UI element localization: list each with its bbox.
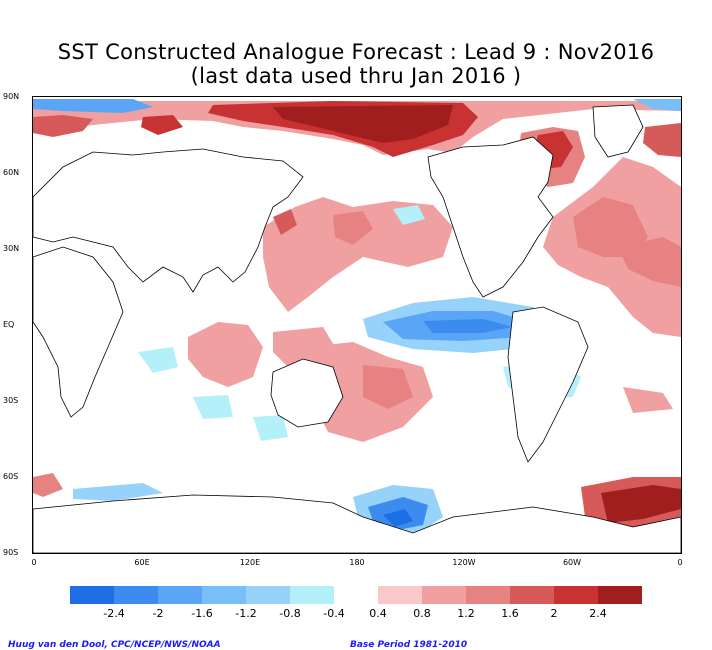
colorbar-swatch-negative-3 [202,586,246,604]
antarctica-outline [33,494,681,553]
colorbar-swatch-positive-2 [466,586,510,604]
lon-label-120w: 120W [452,558,476,567]
colorbar-label: -1.2 [235,607,257,620]
africa-outline [33,246,124,418]
map-title: SST Constructed Analogue Forecast : Lead… [57,40,655,64]
map-canvas [33,97,681,553]
colorbar-label: 0.8 [413,607,431,620]
colorbar-swatch-negative-1 [114,586,158,604]
lat-label-30s: 30S [3,396,19,405]
colorbar-label: -0.4 [323,607,345,620]
colorbar-swatch-negative-0 [70,586,114,604]
colorbar-label: 1.6 [501,607,519,620]
lat-label-30n: 30N [3,244,20,253]
colorbar-label: 2 [550,607,558,620]
eurasia-outline [33,148,304,293]
indian-ocean-warm [188,322,263,387]
lon-label-60e: 60E [134,558,150,567]
lon-label-0: 0 [31,558,37,567]
colorbar-swatch-negative-4 [246,586,290,604]
colorbar-swatch-negative-2 [158,586,202,604]
australia-outline [270,358,344,428]
colorbar-label: 2.4 [589,607,607,620]
lon-label-120e: 120E [239,558,261,567]
colorbar-swatch-positive-3 [510,586,554,604]
lon-label-60w: 60W [562,558,582,567]
colorbar-swatch-positive-5 [598,586,642,604]
colorbar-label: -2 [152,607,164,620]
colorbar-swatch-positive-1 [422,586,466,604]
lat-label-90s: 90S [3,548,19,557]
credit-author: Huug van den Dool, CPC/NCEP/NWS/NOAA [8,640,221,650]
lat-label-60n: 60N [3,168,20,177]
lon-label-180: 180 [349,558,365,567]
greenland-outline [592,104,644,158]
colorbar-label: 0.4 [369,607,387,620]
north-america-outline [427,136,554,298]
sst-anomaly-map [32,96,682,554]
colorbar-label: 1.2 [457,607,475,620]
colorbar-swatch-positive-0 [378,586,422,604]
colorbar [70,586,642,604]
lat-label-eq: EQ [3,320,15,329]
lat-label-60s: 60S [3,472,19,481]
credit-base-period: Base Period 1981-2010 [350,640,468,650]
colorbar-label: -2.4 [103,607,125,620]
map-subtitle: (last data used thru Jan 2016 ) [190,64,522,88]
south-america-outline [507,306,589,463]
colorbar-label: -1.6 [191,607,213,620]
colorbar-label: -0.8 [279,607,301,620]
colorbar-swatch-negative-5 [290,586,334,604]
lon-label-0-east: 0 [677,558,683,567]
colorbar-swatch-positive-4 [554,586,598,604]
coastlines [33,104,681,553]
lat-label-90n: 90N [3,92,20,101]
arctic-cool-strip [33,99,153,113]
north-pacific-warm [263,197,453,312]
